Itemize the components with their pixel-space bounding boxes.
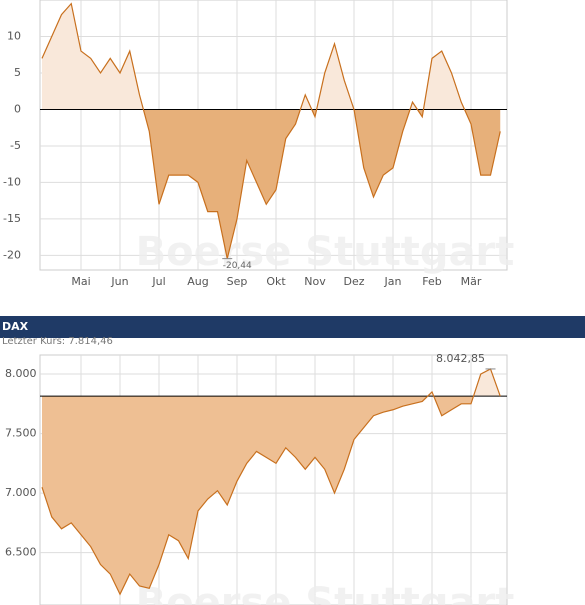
line [41,368,501,596]
x-tick-label: Aug [187,275,208,288]
x-tick-label: Dez [343,275,364,288]
area-above [42,3,501,110]
x-tick-label: Jul [151,275,165,288]
area-below [143,109,501,259]
x-tick-label: Okt [266,275,286,288]
watermark: Boerse Stuttgart [136,229,515,275]
y-tick-label: 10 [7,29,21,42]
x-tick-label: Jun [110,275,128,288]
x-tick-label: Mär [461,275,482,288]
y-tick-label: 5 [14,66,21,79]
y-tick-label: 7.000 [5,486,37,499]
x-tick-label: Jan [384,275,402,288]
max-label: 8.042,85 [436,352,485,365]
y-tick-label: 0 [14,102,21,115]
y-tick-label: 6.500 [5,546,37,559]
y-tick-label: 8.000 [5,367,37,380]
header-bar [0,316,585,338]
y-tick-label: -20 [3,248,21,261]
chart-title: DAX [2,320,29,333]
y-tick-label: -10 [3,175,21,188]
x-tick-label: Mai [71,275,90,288]
reference-label: Letzter Kurs: 7.814,46 [2,336,113,347]
y-tick-label: 7.500 [5,427,37,440]
x-tick-label: Nov [304,275,326,288]
min-label: -20,44 [223,261,252,271]
area-above [427,368,501,397]
area-below [42,396,501,595]
x-tick-label: Sep [227,275,248,288]
watermark: Boerse Stuttgart [136,580,515,605]
y-tick-label: -15 [3,212,21,225]
x-tick-label: Feb [422,275,441,288]
y-tick-label: -5 [10,139,21,152]
line [41,2,501,259]
